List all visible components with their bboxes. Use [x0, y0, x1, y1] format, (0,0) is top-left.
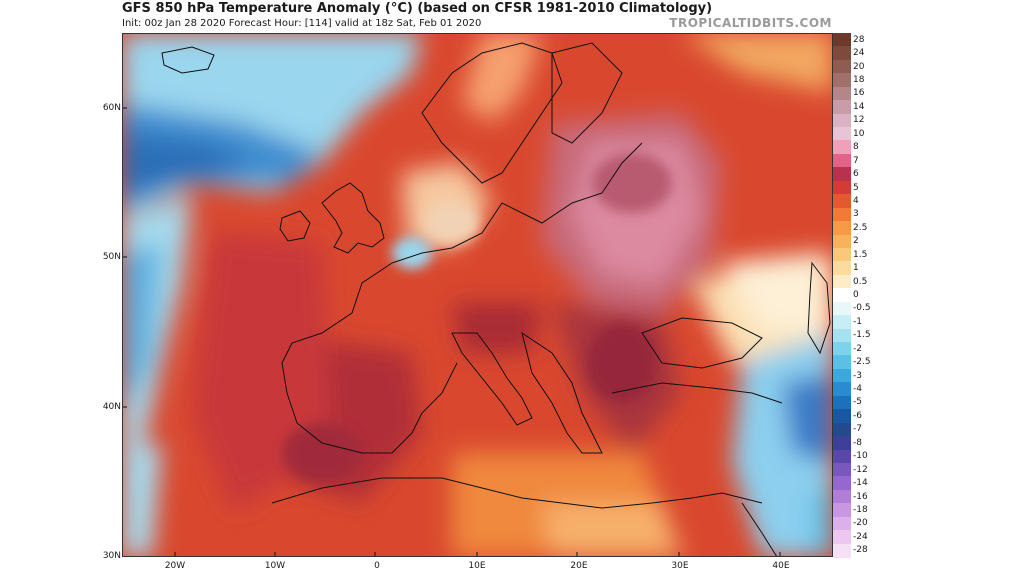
colorbar-tick-label: 12 [853, 115, 865, 126]
forecast-info: Init: 00z Jan 28 2020 Forecast Hour: [11… [122, 18, 482, 29]
colorbar-segment [833, 409, 851, 424]
colorbar-segment [833, 274, 851, 289]
colorbar-tick-label: -2 [853, 343, 862, 354]
colorbar-segment [833, 46, 851, 61]
temperature-anomaly-map[interactable] [122, 33, 833, 557]
colorbar-segment [833, 328, 851, 343]
colorbar-segment [833, 395, 851, 410]
colorbar-segment [833, 100, 851, 115]
colorbar-tick-label: -28 [853, 545, 868, 556]
colorbar-segment [833, 207, 851, 222]
colorbar-segment [833, 301, 851, 316]
colorbar-tick-label: -24 [853, 531, 868, 542]
colorbar-tick-label: 28 [853, 34, 865, 45]
colorbar-segment [833, 113, 851, 128]
lat-label-60n: 60N [102, 103, 121, 113]
lon-label-20w: 20W [164, 561, 186, 571]
colorbar-tick-label: -14 [853, 478, 868, 489]
colorbar-tick-label: -20 [853, 518, 868, 529]
colorbar-tick-label: 14 [853, 101, 865, 112]
chart-title: GFS 850 hPa Temperature Anomaly (°C) (ba… [122, 1, 713, 16]
lon-label-0: 0 [374, 561, 380, 571]
colorbar-segment [833, 247, 851, 262]
colorbar-segment [833, 436, 851, 451]
colorbar-tick-label: 5 [853, 182, 859, 193]
lat-label-50n: 50N [102, 252, 121, 262]
colorbar-segment [833, 140, 851, 155]
colorbar [833, 33, 851, 558]
colorbar-tick-label: 0.5 [853, 276, 868, 287]
colorbar-segment [833, 86, 851, 101]
colorbar-tick-label: -7 [853, 424, 862, 435]
colorbar-tick-label: -18 [853, 504, 868, 515]
colorbar-tick-label: 24 [853, 48, 865, 59]
colorbar-segment [833, 73, 851, 88]
colorbar-segment [833, 503, 851, 518]
colorbar-segment [833, 127, 851, 142]
colorbar-segment [833, 315, 851, 330]
colorbar-tick-label: 16 [853, 88, 865, 99]
colorbar-tick-label: 8 [853, 142, 859, 153]
colorbar-tick-label: 1 [853, 263, 859, 274]
colorbar-segment [833, 221, 851, 236]
lat-label-30n: 30N [102, 551, 121, 561]
colorbar-tick-label: 10 [853, 128, 865, 139]
colorbar-tick-label: 18 [853, 75, 865, 86]
colorbar-tick-label: -0.5 [853, 303, 871, 314]
colorbar-segment [833, 543, 851, 558]
colorbar-segment [833, 261, 851, 276]
colorbar-segment [833, 59, 851, 74]
colorbar-segment [833, 476, 851, 491]
colorbar-segment [833, 516, 851, 531]
colorbar-segment [833, 153, 851, 168]
colorbar-tick-label: 6 [853, 169, 859, 180]
colorbar-tick-label: -1.5 [853, 330, 871, 341]
colorbar-segment [833, 234, 851, 249]
colorbar-segment [833, 180, 851, 195]
colorbar-tick-label: -10 [853, 451, 868, 462]
colorbar-tick-label: 2.5 [853, 222, 868, 233]
colorbar-tick-label: 1.5 [853, 249, 868, 260]
colorbar-tick-label: -1 [853, 316, 862, 327]
colorbar-segment [833, 355, 851, 370]
colorbar-tick-label: -5 [853, 397, 862, 408]
colorbar-segment [833, 342, 851, 357]
lon-label-10e: 10E [468, 561, 486, 571]
colorbar-segment [833, 462, 851, 477]
colorbar-tick-label: 7 [853, 155, 859, 166]
colorbar-segment [833, 167, 851, 182]
colorbar-segment [833, 422, 851, 437]
colorbar-segment [833, 33, 851, 48]
colorbar-tick-label: 0 [853, 290, 859, 300]
colorbar-tick-label: 2 [853, 236, 859, 247]
lon-label-10w: 10W [264, 561, 286, 571]
colorbar-tick-label: 20 [853, 61, 865, 72]
lon-label-40e: 40E [772, 561, 790, 571]
colorbar-segment [833, 288, 851, 303]
colorbar-tick-label: 3 [853, 209, 859, 220]
colorbar-segment [833, 368, 851, 383]
colorbar-tick-label: -3 [853, 370, 862, 381]
lon-label-30e: 30E [671, 561, 689, 571]
colorbar-tick-label: -6 [853, 410, 862, 421]
colorbar-tick-label: -12 [853, 464, 868, 475]
colorbar-tick-label: 4 [853, 195, 859, 206]
colorbar-segment [833, 449, 851, 464]
colorbar-segment [833, 194, 851, 209]
colorbar-segment [833, 530, 851, 545]
colorbar-tick-label: -8 [853, 437, 862, 448]
lon-label-20e: 20E [570, 561, 588, 571]
lat-label-40n: 40N [102, 402, 121, 412]
colorbar-tick-label: -16 [853, 491, 868, 502]
colorbar-segment [833, 489, 851, 504]
colorbar-tick-label: -4 [853, 384, 862, 395]
colorbar-segment [833, 382, 851, 397]
brand-logo[interactable]: TROPICALTIDBITS.COM [669, 16, 832, 30]
colorbar-tick-label: -2.5 [853, 357, 871, 368]
